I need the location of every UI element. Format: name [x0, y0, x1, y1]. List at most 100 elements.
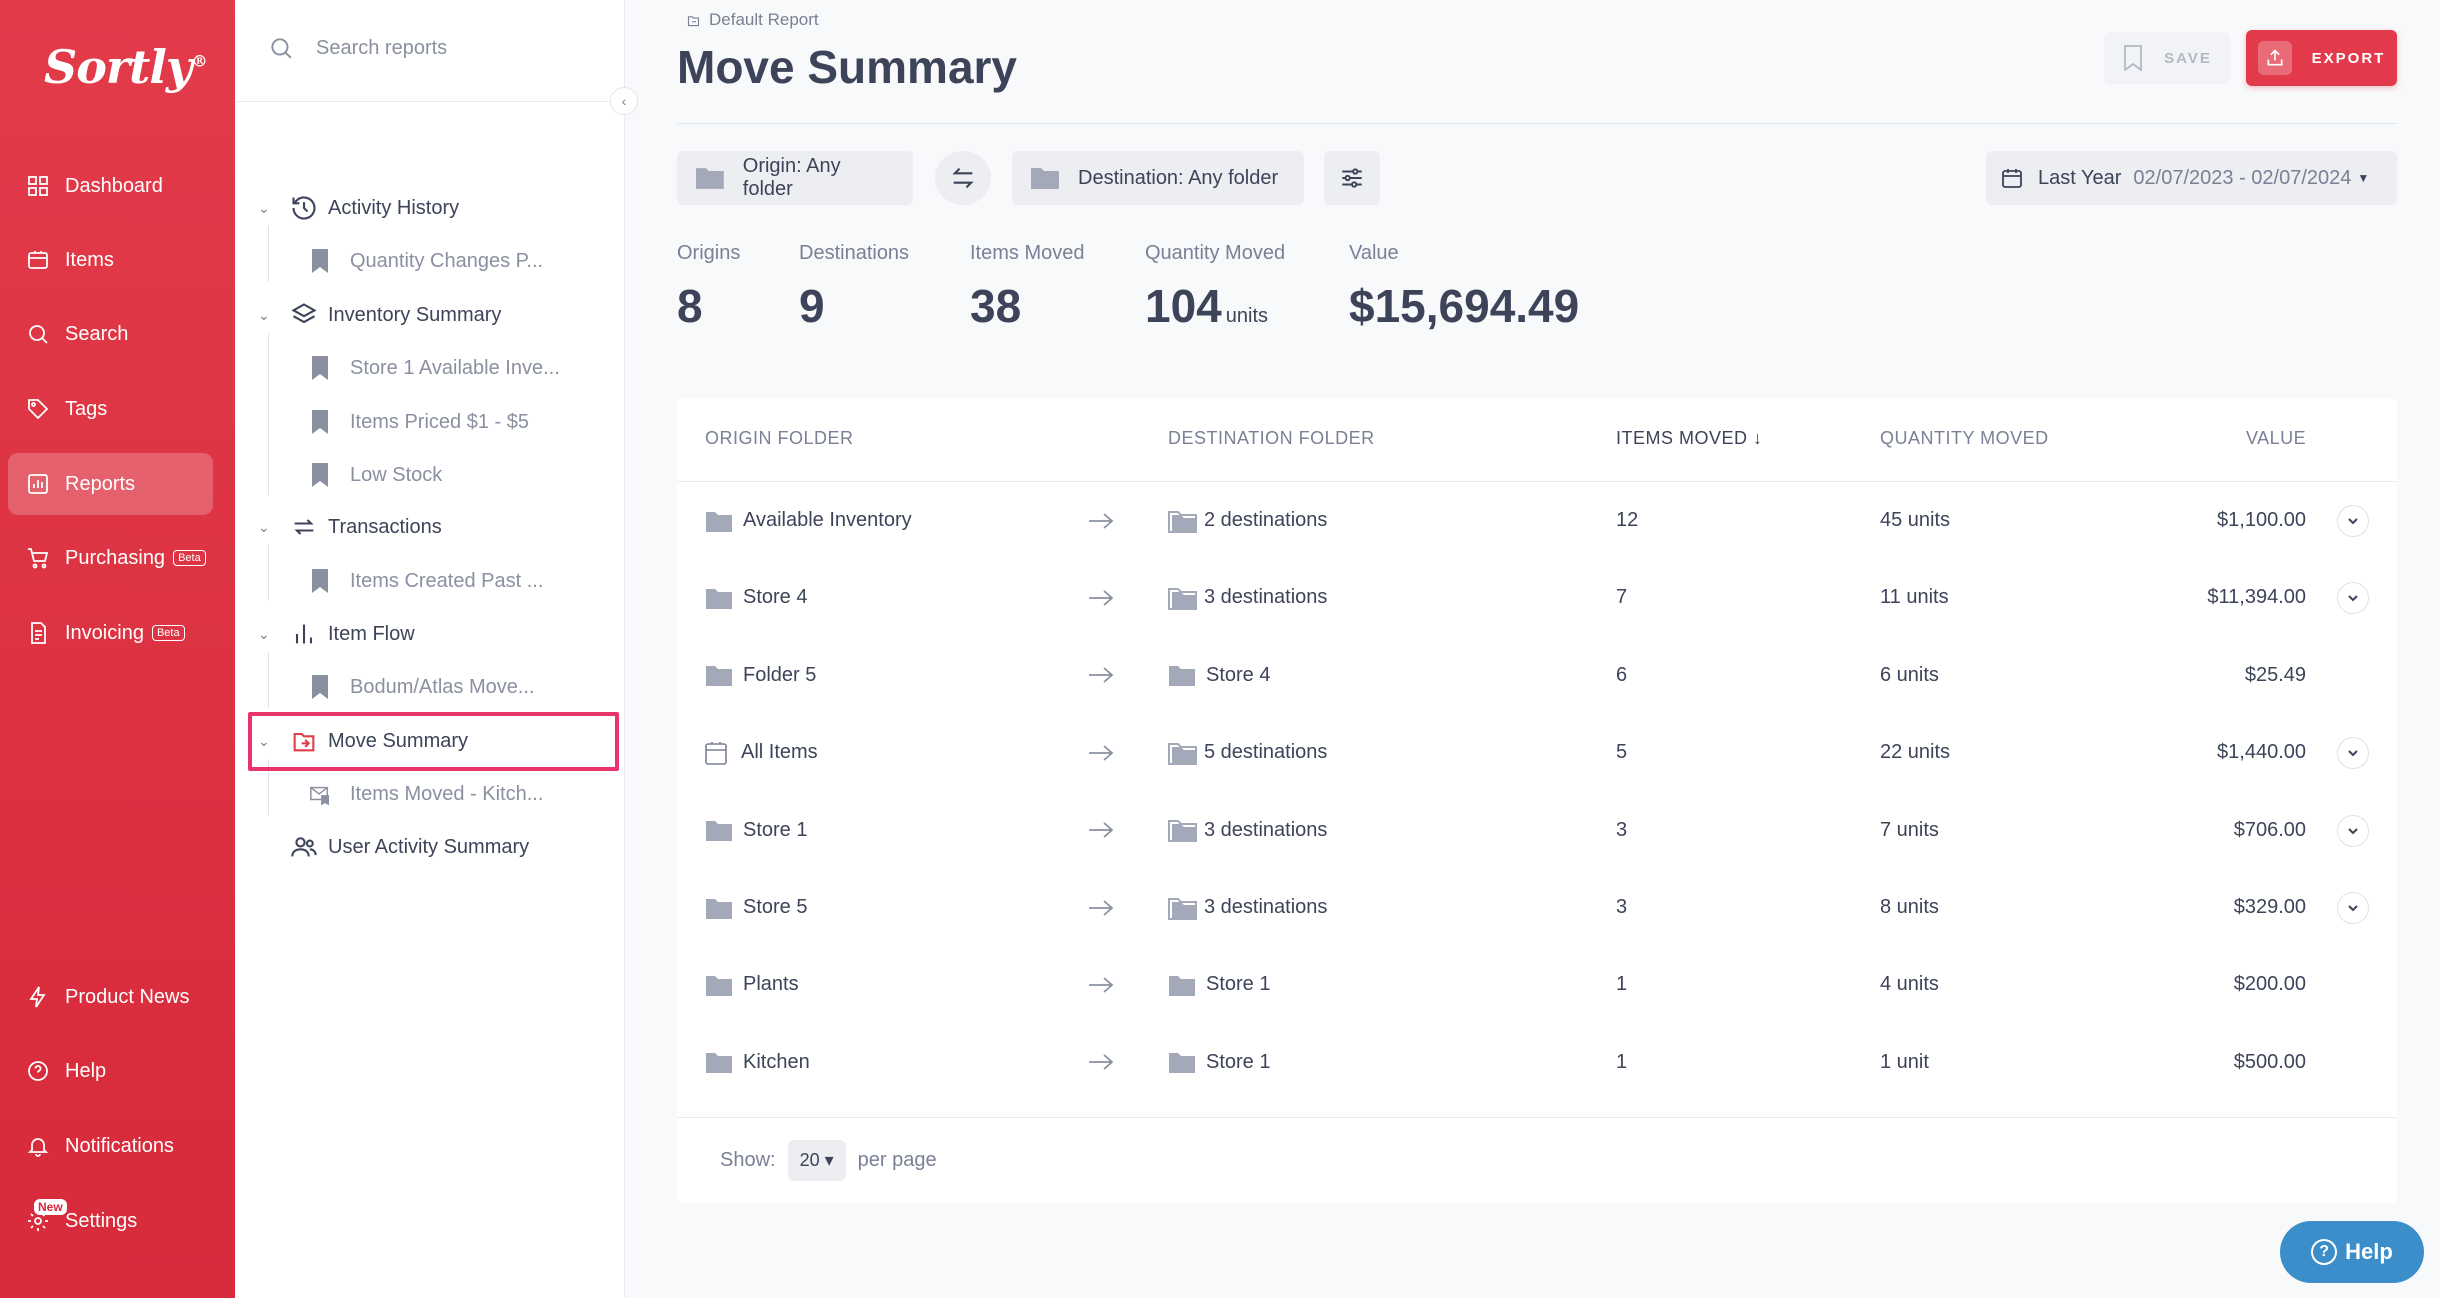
tree-guide: [268, 333, 269, 495]
tree-transactions[interactable]: ⌄ Transactions: [258, 507, 442, 547]
nav-purchasing[interactable]: Purchasing Beta: [8, 527, 213, 589]
origin-cell[interactable]: Store 1: [705, 792, 807, 869]
folder-icon: [706, 1053, 732, 1074]
destination-name: Store 4: [1206, 663, 1271, 686]
origin-cell[interactable]: Kitchen: [705, 1024, 810, 1101]
chevron-down-icon[interactable]: ⌄: [258, 306, 270, 323]
nav-invoicing-label: Invoicing: [65, 621, 144, 644]
report-search[interactable]: Search reports: [268, 28, 447, 68]
origin-cell[interactable]: All Items: [705, 714, 818, 791]
multiple-folders-icon: [1168, 742, 1197, 765]
search-icon: [271, 38, 292, 59]
tree-user-activity-summary[interactable]: User Activity Summary: [282, 827, 529, 867]
swap-button[interactable]: [935, 151, 991, 205]
nav-tags[interactable]: Tags: [8, 378, 213, 440]
destination-cell[interactable]: 3 destinations: [1168, 559, 1327, 636]
report-items-priced[interactable]: Items Priced $1 - $5: [306, 402, 529, 442]
origin-cell[interactable]: Store 5: [705, 869, 807, 946]
search-input[interactable]: Search reports: [316, 36, 448, 59]
nav-search[interactable]: Search: [8, 303, 213, 365]
filter-settings-button[interactable]: [1324, 151, 1380, 205]
origin-cell[interactable]: Plants: [705, 946, 799, 1023]
tree-activity-history[interactable]: ⌄ Activity History: [258, 188, 459, 228]
chevron-down-icon[interactable]: ⌄: [258, 518, 270, 535]
nav-dashboard[interactable]: Dashboard: [8, 155, 213, 217]
date-range-label: 02/07/2023 - 02/07/2024: [2133, 166, 2352, 189]
origin-name: Kitchen: [743, 1050, 810, 1073]
destination-cell[interactable]: Store 4: [1168, 637, 1270, 714]
destination-cell[interactable]: 3 destinations: [1168, 792, 1327, 869]
destination-cell[interactable]: 5 destinations: [1168, 714, 1327, 791]
sortly-logo[interactable]: Sortly®: [44, 40, 208, 94]
items-moved-cell: 3: [1616, 818, 1628, 841]
tree-item-flow[interactable]: ⌄ Item Flow: [258, 614, 415, 654]
destination-cell[interactable]: 2 destinations: [1168, 482, 1327, 559]
nav-items[interactable]: Items: [8, 229, 213, 291]
expand-row-button[interactable]: [2337, 505, 2369, 537]
table-row[interactable]: Store 1 3 destinations 3 7 units $706.00: [677, 792, 2397, 869]
col-items-moved[interactable]: ITEMS MOVED ↓: [1616, 428, 1763, 449]
table-row[interactable]: Folder 5 Store 4 6 6 units $25.49: [677, 637, 2397, 714]
tree-guide: [268, 545, 269, 601]
breadcrumb[interactable]: Default Report: [686, 10, 819, 30]
value-cell: $500.00: [2233, 1050, 2306, 1073]
origin-filter-label: Origin: Any folder: [742, 155, 841, 200]
value-cell: $11,394.00: [2207, 586, 2306, 609]
nav-reports[interactable]: Reports: [8, 453, 213, 515]
report-low-stock[interactable]: Low Stock: [306, 455, 442, 495]
nav-help[interactable]: Help: [8, 1040, 213, 1102]
move-summary-table: [677, 398, 2397, 1203]
destination-cell[interactable]: 3 destinations: [1168, 869, 1327, 946]
bookmark-icon: [2124, 45, 2143, 71]
report-store1-available[interactable]: Store 1 Available Inve...: [306, 348, 560, 388]
table-footer-divider: [677, 1117, 2397, 1118]
report-items-moved-kitchen[interactable]: Items Moved - Kitch...: [306, 774, 543, 814]
origin-cell[interactable]: Folder 5: [705, 637, 816, 714]
destination-cell[interactable]: Store 1: [1168, 946, 1270, 1023]
expand-row-button[interactable]: [2337, 814, 2369, 847]
export-button[interactable]: EXPORT: [2246, 30, 2397, 86]
table-row[interactable]: Store 5 3 destinations 3 8 units $329.00: [677, 869, 2397, 946]
chevron-down-icon[interactable]: ⌄: [258, 732, 270, 749]
tree-move-summary[interactable]: ⌄ Move Summary: [258, 721, 468, 761]
destination-cell[interactable]: Store 1: [1168, 1024, 1270, 1101]
collapse-sidebar-button[interactable]: ‹: [610, 87, 638, 115]
help-chat-button[interactable]: ? Help: [2280, 1221, 2424, 1283]
expand-row-button[interactable]: [2337, 582, 2369, 615]
origin-cell[interactable]: Available Inventory: [705, 482, 912, 559]
nav-purchasing-label: Purchasing: [65, 546, 166, 569]
date-range-picker[interactable]: Last Year 02/07/2023 - 02/07/2024 ▼: [1986, 151, 2397, 205]
report-items-created[interactable]: Items Created Past ...: [306, 561, 543, 601]
items-moved-cell: 1: [1616, 973, 1628, 996]
col-value[interactable]: VALUE: [2246, 428, 2307, 448]
pagination-size: Show: 20 ▾ per page: [720, 1137, 937, 1183]
nav-product-news[interactable]: Product News: [8, 966, 213, 1028]
move-icon: [288, 725, 320, 757]
tree-label: Inventory Summary: [328, 303, 502, 326]
table-row[interactable]: All Items 5 destinations 5 22 units $1,440.0…: [677, 714, 2397, 791]
chevron-down-icon[interactable]: ⌄: [258, 625, 270, 642]
nav-invoicing[interactable]: Invoicing Beta: [8, 602, 213, 664]
save-button[interactable]: SAVE: [2104, 32, 2230, 84]
expand-row-button[interactable]: [2337, 892, 2369, 924]
table-row[interactable]: Available Inventory 2 destinations 12 45 un…: [677, 482, 2397, 559]
origin-filter[interactable]: Origin: Any folder: [677, 151, 913, 205]
export-label: EXPORT: [2311, 49, 2386, 67]
bookmark-icon: [306, 567, 334, 595]
expand-row-button[interactable]: [2337, 737, 2369, 770]
table-row[interactable]: Store 4 3 destinations 7 11 units $11,394.00: [677, 559, 2397, 636]
col-quantity-moved[interactable]: QUANTITY MOVED: [1880, 428, 2049, 448]
items-moved-cell: 3: [1616, 896, 1628, 918]
chevron-down-icon[interactable]: ⌄: [258, 199, 270, 216]
col-destination-folder[interactable]: DESTINATION FOLDER: [1168, 428, 1375, 448]
col-origin-folder[interactable]: ORIGIN FOLDER: [705, 428, 854, 448]
destination-filter[interactable]: Destination: Any folder: [1012, 151, 1304, 205]
tree-inventory-summary[interactable]: ⌄ Inventory Summary: [258, 295, 501, 335]
origin-cell[interactable]: Store 4: [705, 559, 807, 636]
report-quantity-changes[interactable]: Quantity Changes P...: [306, 241, 543, 281]
per-page-select[interactable]: 20 ▾: [787, 1139, 846, 1181]
nav-notifications[interactable]: Notifications: [8, 1115, 213, 1177]
table-row[interactable]: Plants Store 1 1 4 units $200.00: [677, 946, 2397, 1023]
table-row[interactable]: Kitchen Store 1 1 1 unit $500.00: [677, 1024, 2397, 1101]
report-bodum-atlas[interactable]: Bodum/Atlas Move...: [306, 667, 535, 707]
